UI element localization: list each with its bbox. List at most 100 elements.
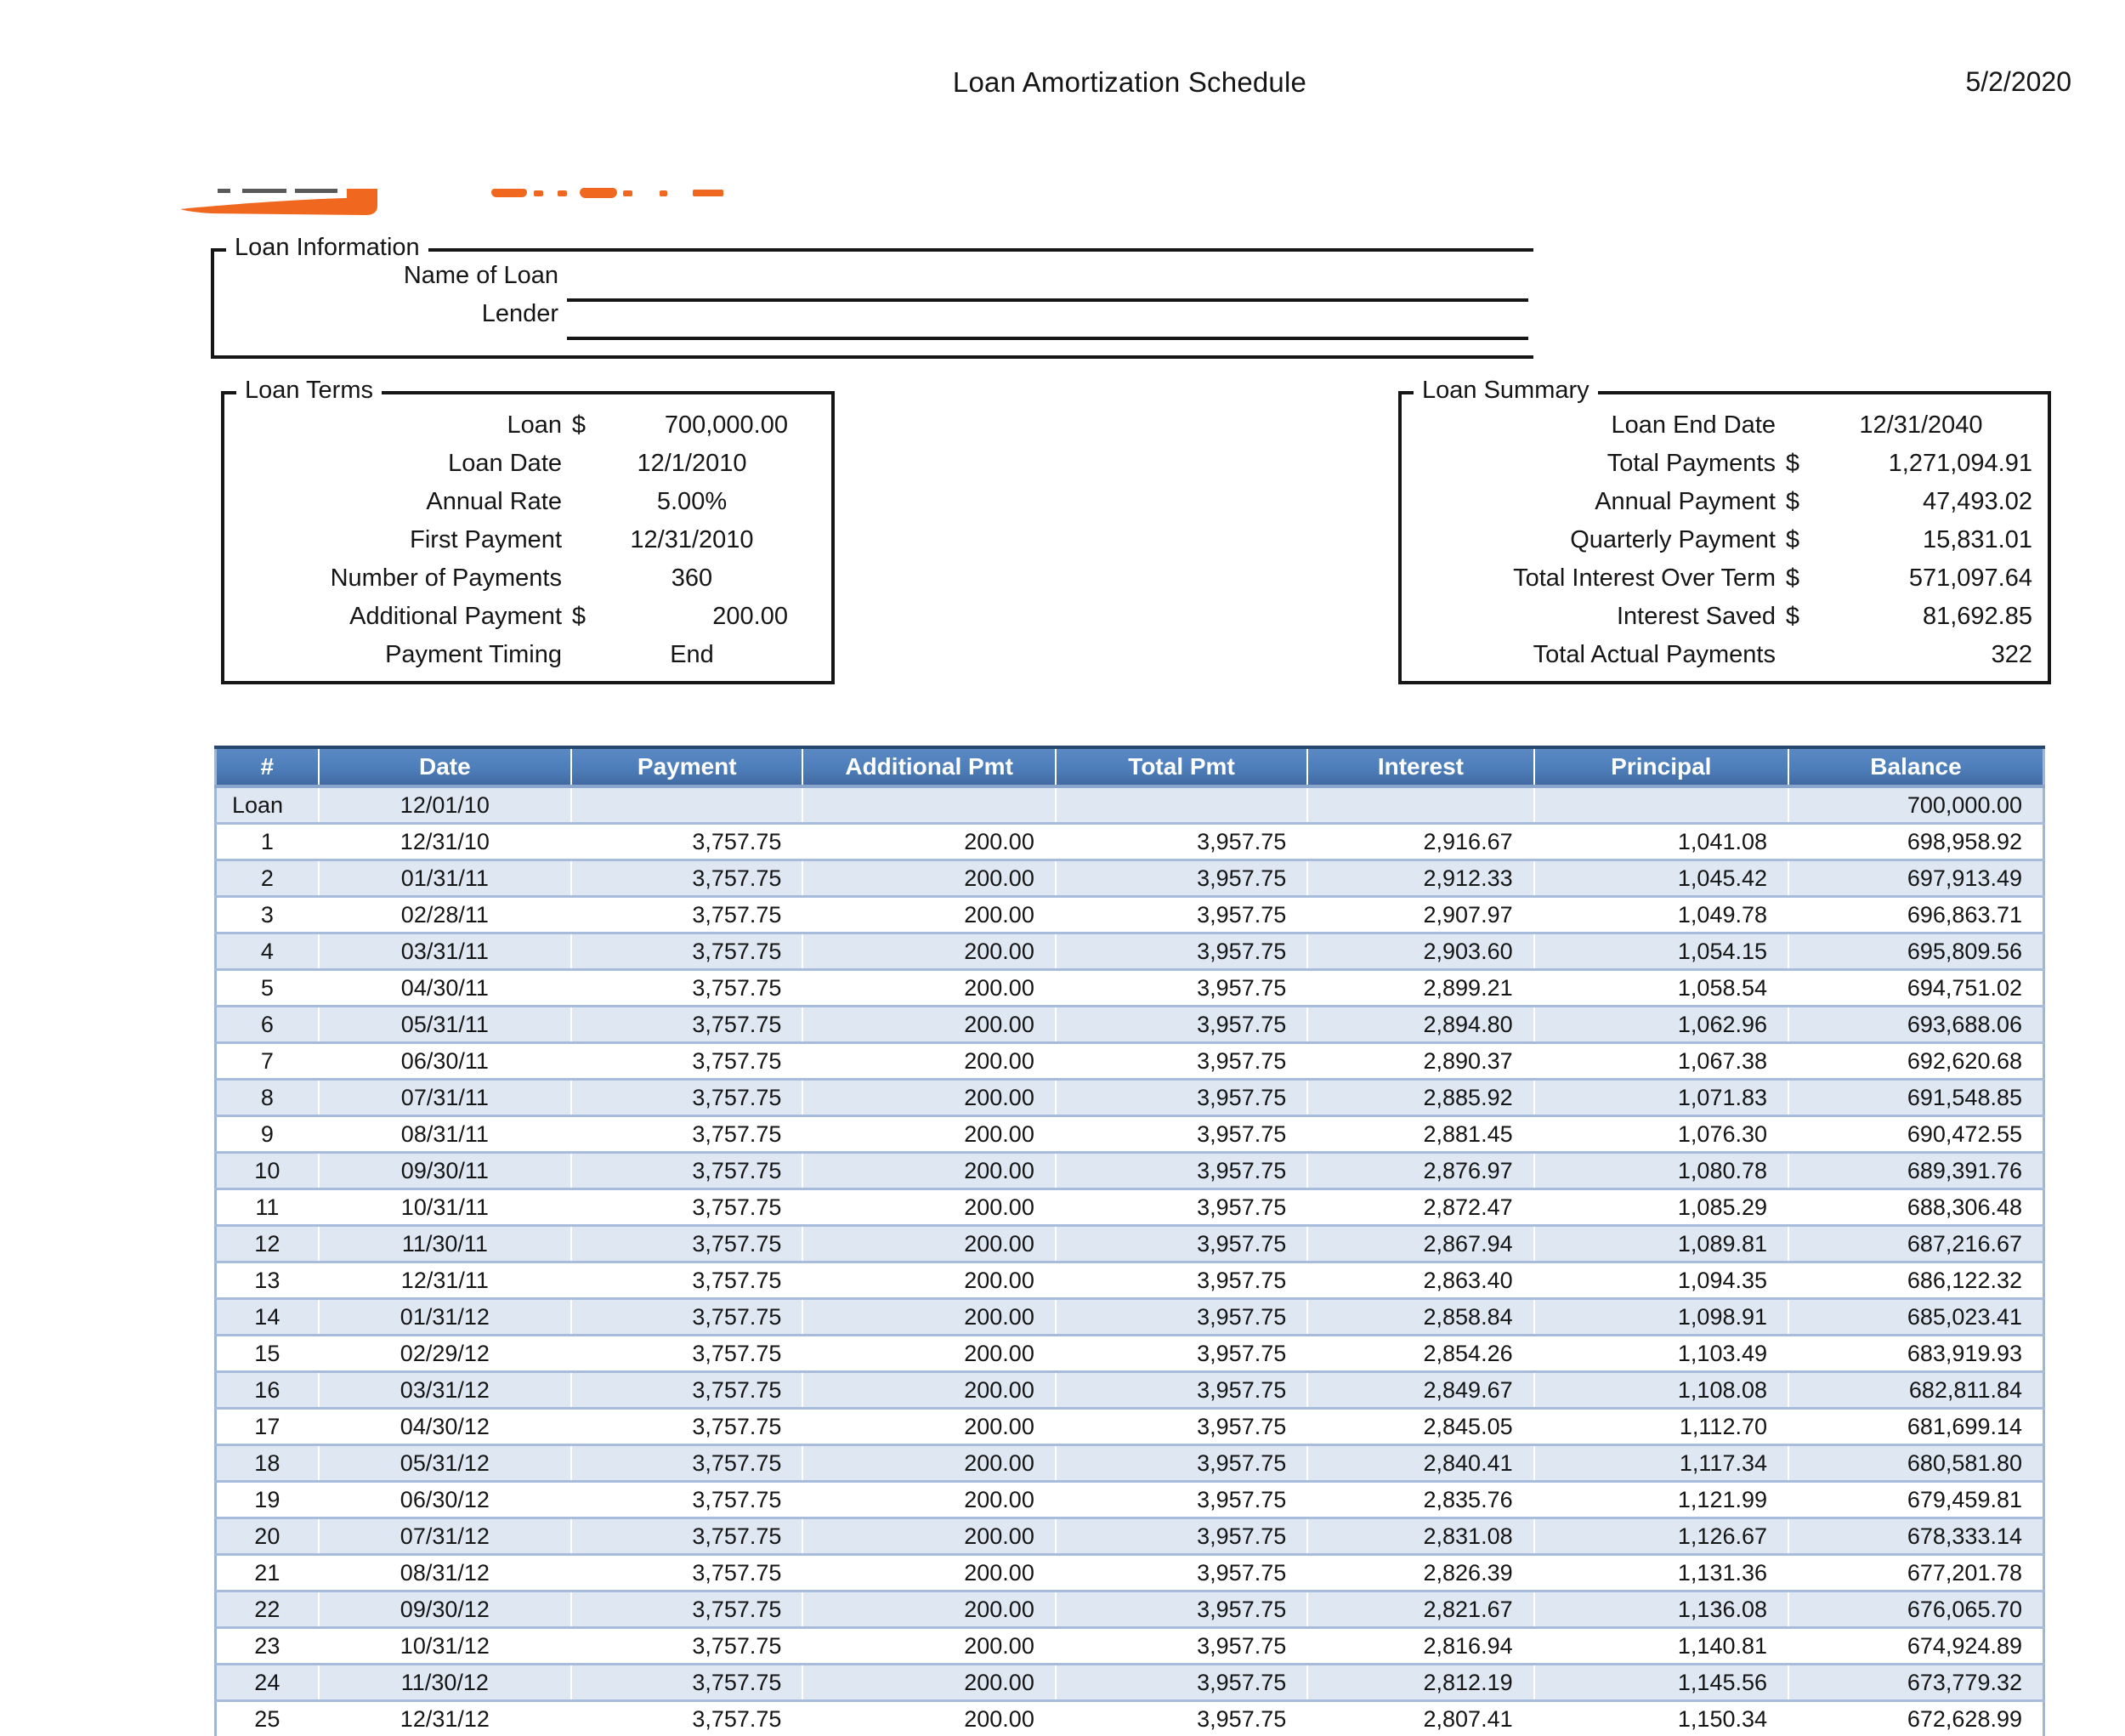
cell-total-pmt[interactable]: 3,957.75 [1056,1336,1307,1372]
name-of-loan-input[interactable] [567,298,1528,302]
cell-date[interactable]: 11/30/11 [319,1226,571,1262]
cell-total-pmt[interactable]: 3,957.75 [1056,1226,1307,1262]
cell-balance[interactable]: 694,751.02 [1788,970,2043,1007]
cell-interest[interactable]: 2,863.40 [1307,1262,1533,1299]
cell-payment[interactable]: 3,757.75 [571,1226,802,1262]
cell-payment[interactable]: 3,757.75 [571,897,802,933]
cell-interest[interactable]: 2,899.21 [1307,970,1533,1007]
cell-number[interactable]: 15 [216,1336,319,1372]
table-row[interactable]: 14 01/31/12 3,757.75 200.00 3,957.75 2,8… [216,1299,2044,1336]
cell-interest[interactable]: 2,903.60 [1307,933,1533,970]
cell-additional-pmt[interactable]: 200.00 [802,1555,1055,1591]
cell-date[interactable]: 10/31/12 [319,1628,571,1665]
term-value[interactable]: 200.00 [596,598,788,636]
cell-balance[interactable]: 683,919.93 [1788,1336,2043,1372]
cell-balance[interactable]: 681,699.14 [1788,1409,2043,1445]
cell-principal[interactable]: 1,041.08 [1534,824,1788,860]
cell-date[interactable]: 04/30/11 [319,970,571,1007]
cell-number[interactable]: 20 [216,1518,319,1555]
cell-total-pmt[interactable]: 3,957.75 [1056,1372,1307,1409]
cell-total-pmt[interactable] [1056,786,1307,824]
table-row[interactable]: 5 04/30/11 3,757.75 200.00 3,957.75 2,89… [216,970,2044,1007]
cell-total-pmt[interactable]: 3,957.75 [1056,1701,1307,1736]
cell-number[interactable]: 12 [216,1226,319,1262]
cell-balance[interactable]: 680,581.80 [1788,1445,2043,1482]
cell-balance[interactable]: 691,548.85 [1788,1080,2043,1116]
cell-payment[interactable]: 3,757.75 [571,1262,802,1299]
cell-total-pmt[interactable]: 3,957.75 [1056,1007,1307,1043]
table-row[interactable]: 1 12/31/10 3,757.75 200.00 3,957.75 2,91… [216,824,2044,860]
cell-principal[interactable]: 1,062.96 [1534,1007,1788,1043]
cell-additional-pmt[interactable]: 200.00 [802,1591,1055,1628]
cell-date[interactable]: 02/28/11 [319,897,571,933]
cell-date[interactable]: 03/31/12 [319,1372,571,1409]
table-row[interactable]: 25 12/31/12 3,757.75 200.00 3,957.75 2,8… [216,1701,2044,1736]
cell-balance[interactable]: 688,306.48 [1788,1189,2043,1226]
cell-interest[interactable]: 2,912.33 [1307,860,1533,897]
cell-payment[interactable] [571,786,802,824]
table-row[interactable]: 19 06/30/12 3,757.75 200.00 3,957.75 2,8… [216,1482,2044,1518]
cell-date[interactable]: 09/30/11 [319,1153,571,1189]
cell-additional-pmt[interactable]: 200.00 [802,970,1055,1007]
cell-date[interactable]: 12/31/10 [319,824,571,860]
cell-additional-pmt[interactable]: 200.00 [802,1226,1055,1262]
cell-interest[interactable]: 2,881.45 [1307,1116,1533,1153]
cell-principal[interactable]: 1,126.67 [1534,1518,1788,1555]
table-row[interactable]: 3 02/28/11 3,757.75 200.00 3,957.75 2,90… [216,897,2044,933]
cell-interest[interactable]: 2,872.47 [1307,1189,1533,1226]
column-header[interactable]: Total Pmt [1056,747,1307,786]
cell-additional-pmt[interactable]: 200.00 [802,1299,1055,1336]
cell-principal[interactable]: 1,054.15 [1534,933,1788,970]
cell-principal[interactable]: 1,103.49 [1534,1336,1788,1372]
cell-total-pmt[interactable]: 3,957.75 [1056,1591,1307,1628]
column-header[interactable]: # [216,747,319,786]
cell-payment[interactable]: 3,757.75 [571,1116,802,1153]
cell-total-pmt[interactable]: 3,957.75 [1056,860,1307,897]
term-value[interactable]: 360 [596,559,788,598]
cell-balance[interactable]: 692,620.68 [1788,1043,2043,1080]
cell-payment[interactable]: 3,757.75 [571,1189,802,1226]
cell-balance[interactable]: 690,472.55 [1788,1116,2043,1153]
cell-balance[interactable]: 677,201.78 [1788,1555,2043,1591]
cell-payment[interactable]: 3,757.75 [571,933,802,970]
table-row[interactable]: 17 04/30/12 3,757.75 200.00 3,957.75 2,8… [216,1409,2044,1445]
table-row[interactable]: 6 05/31/11 3,757.75 200.00 3,957.75 2,89… [216,1007,2044,1043]
cell-number[interactable]: 8 [216,1080,319,1116]
table-row[interactable]: 20 07/31/12 3,757.75 200.00 3,957.75 2,8… [216,1518,2044,1555]
cell-number[interactable]: Loan [216,786,319,824]
cell-additional-pmt[interactable]: 200.00 [802,1701,1055,1736]
cell-balance[interactable]: 696,863.71 [1788,897,2043,933]
table-row[interactable]: 22 09/30/12 3,757.75 200.00 3,957.75 2,8… [216,1591,2044,1628]
cell-principal[interactable]: 1,076.30 [1534,1116,1788,1153]
cell-principal[interactable]: 1,089.81 [1534,1226,1788,1262]
cell-interest[interactable]: 2,858.84 [1307,1299,1533,1336]
table-row[interactable]: 12 11/30/11 3,757.75 200.00 3,957.75 2,8… [216,1226,2044,1262]
cell-number[interactable]: 22 [216,1591,319,1628]
cell-number[interactable]: 14 [216,1299,319,1336]
cell-number[interactable]: 5 [216,970,319,1007]
cell-payment[interactable]: 3,757.75 [571,1336,802,1372]
cell-principal[interactable]: 1,058.54 [1534,970,1788,1007]
table-row[interactable]: 11 10/31/11 3,757.75 200.00 3,957.75 2,8… [216,1189,2044,1226]
cell-principal[interactable]: 1,145.56 [1534,1665,1788,1701]
cell-date[interactable]: 12/31/11 [319,1262,571,1299]
cell-total-pmt[interactable]: 3,957.75 [1056,824,1307,860]
cell-payment[interactable]: 3,757.75 [571,1409,802,1445]
cell-date[interactable]: 08/31/12 [319,1555,571,1591]
table-row[interactable]: 16 03/31/12 3,757.75 200.00 3,957.75 2,8… [216,1372,2044,1409]
cell-number[interactable]: 3 [216,897,319,933]
cell-balance[interactable]: 693,688.06 [1788,1007,2043,1043]
cell-date[interactable]: 12/31/12 [319,1701,571,1736]
cell-interest[interactable]: 2,876.97 [1307,1153,1533,1189]
cell-number[interactable]: 23 [216,1628,319,1665]
cell-total-pmt[interactable]: 3,957.75 [1056,1518,1307,1555]
cell-additional-pmt[interactable]: 200.00 [802,1445,1055,1482]
cell-balance[interactable]: 686,122.32 [1788,1262,2043,1299]
cell-principal[interactable]: 1,071.83 [1534,1080,1788,1116]
column-header[interactable]: Date [319,747,571,786]
cell-additional-pmt[interactable]: 200.00 [802,1409,1055,1445]
cell-date[interactable]: 08/31/11 [319,1116,571,1153]
column-header[interactable]: Additional Pmt [802,747,1055,786]
cell-principal[interactable]: 1,067.38 [1534,1043,1788,1080]
cell-date[interactable]: 01/31/12 [319,1299,571,1336]
